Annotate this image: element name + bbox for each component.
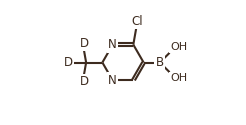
Text: B: B: [156, 56, 164, 69]
Text: D: D: [79, 75, 89, 88]
Text: OH: OH: [170, 42, 187, 52]
Text: N: N: [108, 38, 117, 51]
Text: N: N: [108, 74, 117, 87]
Text: D: D: [64, 56, 73, 69]
Text: OH: OH: [170, 73, 187, 83]
Text: Cl: Cl: [131, 15, 143, 28]
Text: D: D: [79, 37, 89, 50]
